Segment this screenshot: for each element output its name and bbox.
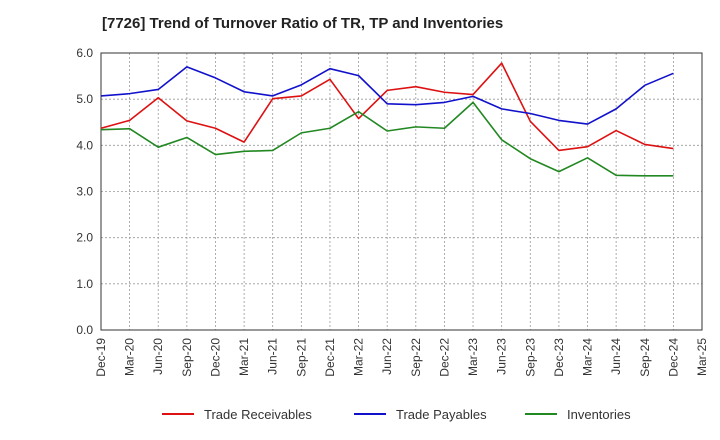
legend-label-1: Trade Payables xyxy=(396,407,487,422)
x-tick-label: Jun-21 xyxy=(266,338,280,375)
x-tick-label: Sep-24 xyxy=(638,338,652,377)
x-tick-label: Sep-20 xyxy=(180,338,194,377)
x-tick-label: Dec-19 xyxy=(94,338,108,377)
x-tick-label: Sep-23 xyxy=(523,338,537,377)
x-tick-label: Jun-24 xyxy=(609,338,623,375)
axes xyxy=(100,52,703,331)
y-tick-label: 4.0 xyxy=(76,138,93,152)
x-tick-label: Dec-20 xyxy=(208,338,222,377)
series-line-0 xyxy=(100,62,674,152)
x-tick-label: Dec-21 xyxy=(323,338,337,377)
x-tick-label: Mar-24 xyxy=(581,338,595,376)
x-tick-label: Jun-20 xyxy=(151,338,165,375)
x-tick-label: Jun-22 xyxy=(380,338,394,375)
plot-frame xyxy=(100,52,703,331)
y-tick-label: 5.0 xyxy=(76,92,93,106)
y-tick-label: 1.0 xyxy=(76,277,93,291)
x-tick-label: Dec-23 xyxy=(552,338,566,377)
series-line-1 xyxy=(100,66,674,125)
x-tick-label: Dec-24 xyxy=(666,338,680,377)
y-tick-label: 6.0 xyxy=(76,46,93,60)
x-tick-label: Mar-25 xyxy=(695,338,709,376)
x-tick-label: Sep-22 xyxy=(409,338,423,377)
x-tick-labels: Dec-19 Mar-20 Jun-20 Sep-20 Dec-20 Mar-21 Jun-… xyxy=(94,338,709,377)
series-line-2 xyxy=(100,101,674,177)
legend: Trade Receivables Trade Payables Inventori… xyxy=(162,407,631,422)
y-tick-label: 0.0 xyxy=(76,323,93,337)
x-tick-label: Mar-22 xyxy=(352,338,366,376)
series-lines xyxy=(100,62,674,177)
x-tick-label: Mar-23 xyxy=(466,338,480,376)
legend-label-2: Inventories xyxy=(567,407,631,422)
x-tick-label: Dec-22 xyxy=(437,338,451,377)
legend-label-0: Trade Receivables xyxy=(204,407,312,422)
y-tick-label: 2.0 xyxy=(76,231,93,245)
grid-lines xyxy=(101,52,702,330)
y-tick-labels: 0.0 1.0 2.0 3.0 4.0 5.0 6.0 xyxy=(76,46,93,337)
y-tick-label: 3.0 xyxy=(76,185,93,199)
x-tick-label: Sep-21 xyxy=(294,338,308,377)
x-tick-label: Jun-23 xyxy=(495,338,509,375)
x-tick-label: Mar-21 xyxy=(237,338,251,376)
chart-title: [7726] Trend of Turnover Ratio of TR, TP… xyxy=(102,15,503,32)
x-tick-label: Mar-20 xyxy=(123,338,137,376)
